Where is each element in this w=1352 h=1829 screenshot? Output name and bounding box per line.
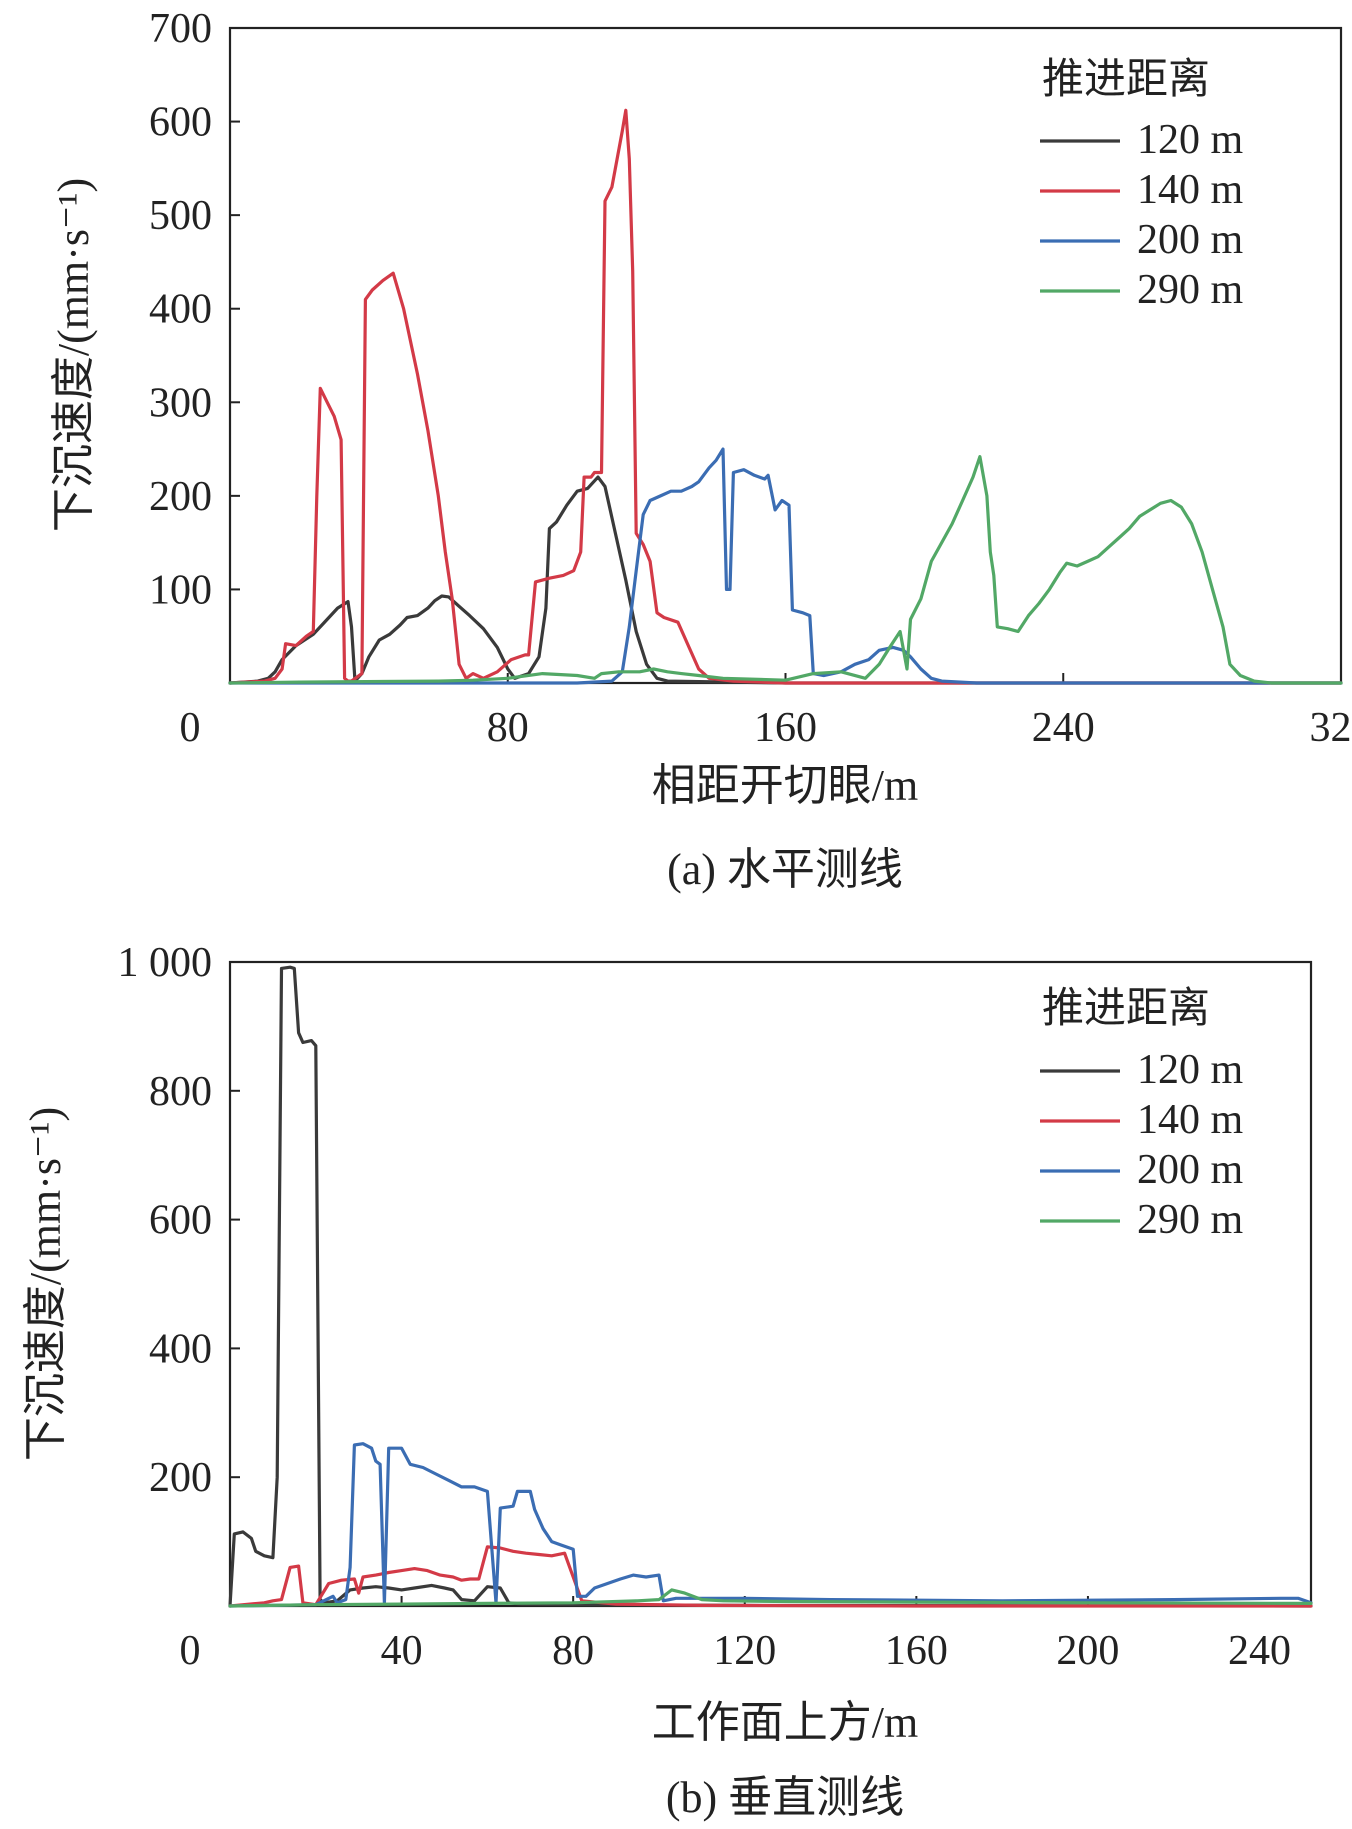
y-tick-label: 700: [149, 6, 212, 52]
y-tick-label: 800: [149, 1069, 212, 1115]
x-tick-label: 0: [180, 1628, 201, 1674]
x-tick-label: 120: [713, 1628, 776, 1674]
legend-entry: 290 m: [1137, 1197, 1244, 1243]
series-line-120m: [228, 475, 1343, 685]
x-tick-label: 80: [487, 705, 529, 751]
x-tick-label: 40: [381, 1628, 423, 1674]
legend-title: 推进距离: [1042, 985, 1210, 1032]
y-tick-label: 600: [149, 1198, 212, 1244]
x-tick-label: 200: [1056, 1628, 1119, 1674]
legend-entry: 290 m: [1137, 267, 1244, 313]
series-line-290m: [228, 1588, 1313, 1608]
y-tick-label: 500: [149, 193, 212, 239]
x-tick-label: 240: [1032, 705, 1095, 751]
x-tick-label: 320: [1310, 705, 1352, 751]
panel-caption: (b) 垂直测线: [666, 1773, 904, 1822]
panel-a-horizontal-line: 0 80 160 240 320 100 200 300 400 500 600 700 推进距离 12…: [49, 6, 1352, 894]
panel-b-vertical-line: 0 40 80 120 160 200 240 200 400 600 800 1 000 推进距离 1…: [21, 940, 1313, 1822]
legend-entry: 200 m: [1137, 1147, 1244, 1193]
y-tick-label: 200: [149, 474, 212, 520]
y-axis-label: 下沉速度/(mm·s⁻¹): [49, 178, 98, 532]
legend-entry: 140 m: [1137, 1097, 1244, 1143]
x-tick-label: 0: [180, 705, 201, 751]
y-tick-label: 300: [149, 380, 212, 426]
y-tick-label: 100: [149, 567, 212, 613]
y-axis-label: 下沉速度/(mm·s⁻¹): [21, 1107, 70, 1461]
legend-entry: 140 m: [1137, 167, 1244, 213]
legend-entry: 120 m: [1137, 1047, 1244, 1093]
x-axis-label: 相距开切眼/m: [652, 761, 918, 810]
panel-caption: (a) 水平测线: [667, 845, 903, 894]
y-tick-label: 400: [149, 287, 212, 333]
legend-entry: 200 m: [1137, 217, 1244, 263]
series-line-290m: [228, 455, 1343, 685]
series-line-120m: [228, 965, 1313, 1608]
x-axis-label: 工作面上方/m: [652, 1698, 918, 1747]
series-line-200m: [228, 447, 1343, 685]
legend-title: 推进距离: [1042, 56, 1210, 103]
x-tick-label: 160: [754, 705, 817, 751]
x-tick-label: 240: [1228, 1628, 1291, 1674]
legend-entry: 120 m: [1137, 117, 1244, 163]
x-tick-label: 80: [552, 1628, 594, 1674]
y-tick-label: 600: [149, 100, 212, 146]
y-tick-label: 1 000: [118, 940, 213, 986]
series-line-200m: [228, 1442, 1313, 1608]
y-tick-label: 200: [149, 1455, 212, 1501]
series-line-140m: [228, 108, 1343, 685]
x-tick-label: 160: [885, 1628, 948, 1674]
y-tick-label: 400: [149, 1326, 212, 1372]
series-line-140m: [228, 1545, 1313, 1608]
